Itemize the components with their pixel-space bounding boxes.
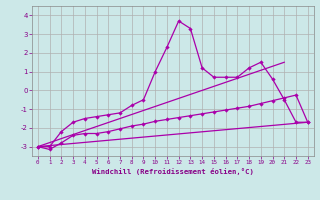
X-axis label: Windchill (Refroidissement éolien,°C): Windchill (Refroidissement éolien,°C) — [92, 168, 254, 175]
